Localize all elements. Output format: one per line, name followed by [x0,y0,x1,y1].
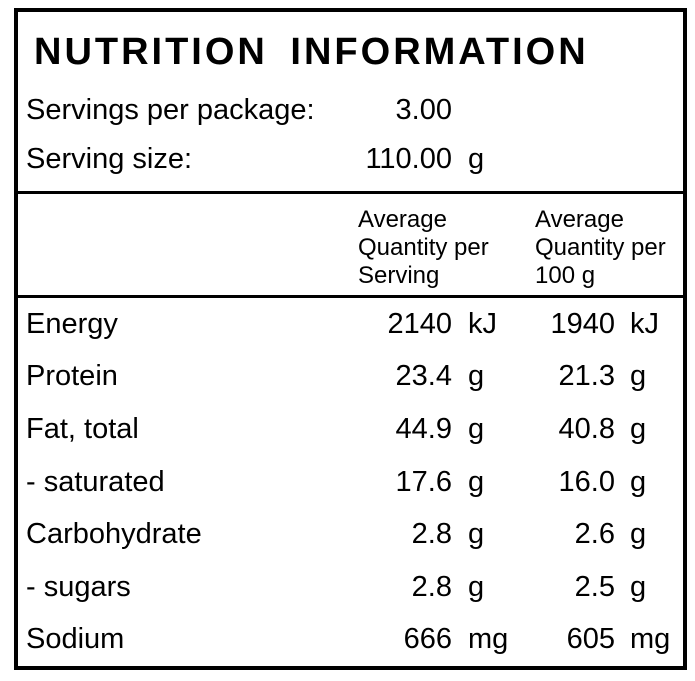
nutrient-name: Carbohydrate [26,518,202,551]
per-100g-unit: g [630,465,647,498]
nutrition-title: NUTRITION INFORMATION [34,31,589,73]
serving-size-unit: g [468,143,485,175]
per-100g-unit: g [630,518,647,551]
per-serving-unit: g [468,360,485,393]
section-divider-top [18,191,683,194]
nutrition-label: NUTRITION INFORMATION Servings per packa… [14,8,687,670]
per-100g-unit: g [630,412,647,445]
per-serving-value: 44.9 [395,412,452,445]
table-row: - saturated 17.6 g 16.0 g [18,456,683,509]
per-serving-unit: g [468,518,485,551]
servings-per-package-row: Servings per package: 3.00 [18,86,683,135]
nutrient-name: Protein [26,360,118,393]
table-row: Fat, total 44.9 g 40.8 g [18,403,683,456]
per-100g-value: 1940 [550,307,615,340]
per-serving-value: 2140 [387,307,452,340]
per-serving-value: 666 [403,623,452,656]
nutrient-name: - saturated [26,465,165,498]
per-serving-unit: mg [468,623,509,656]
per-serving-unit: g [468,570,485,603]
per-100g-value: 2.6 [574,518,615,551]
nutrient-name: Fat, total [26,412,139,445]
per-100g-value: 40.8 [558,412,615,445]
per-100g-value: 21.3 [558,360,615,393]
per-serving-unit: g [468,412,485,445]
per-serving-value: 2.8 [411,570,452,603]
column-headers-section: Average Quantity per Serving Average Qua… [18,194,683,295]
per-100g-unit: g [630,570,647,603]
section-divider-bottom [18,295,683,298]
per-100g-unit: kJ [630,307,659,340]
label-header-section: NUTRITION INFORMATION Servings per packa… [18,12,683,191]
per-serving-value: 2.8 [411,518,452,551]
per-100g-value: 2.5 [574,570,615,603]
table-row: Sodium 666 mg 605 mg [18,613,683,666]
per-serving-unit: kJ [468,307,497,340]
column-header-per-100g: Average Quantity per 100 g [535,206,666,289]
servings-per-package-value: 3.00 [395,94,452,126]
serving-size-value: 110.00 [365,143,452,175]
column-header-per-serving: Average Quantity per Serving [358,206,489,289]
per-serving-value: 17.6 [395,465,452,498]
per-serving-value: 23.4 [395,360,452,393]
servings-per-package-label: Servings per package: [26,94,315,126]
table-row: Protein 23.4 g 21.3 g [18,351,683,404]
serving-size-row: Serving size: 110.00 g [18,135,683,184]
per-100g-value: 16.0 [558,465,615,498]
per-serving-unit: g [468,465,485,498]
per-100g-unit: g [630,360,647,393]
table-row: Energy 2140 kJ 1940 kJ [18,298,683,351]
table-row: - sugars 2.8 g 2.5 g [18,561,683,614]
per-100g-value: 605 [566,623,615,656]
nutrient-name: Energy [26,307,118,340]
serving-size-label: Serving size: [26,143,193,175]
nutrient-name: - sugars [26,570,131,603]
per-100g-unit: mg [630,623,671,656]
nutrient-table: Energy 2140 kJ 1940 kJ Protein 23.4 g 21… [18,298,683,666]
table-row: Carbohydrate 2.8 g 2.6 g [18,508,683,561]
nutrient-name: Sodium [26,623,125,656]
